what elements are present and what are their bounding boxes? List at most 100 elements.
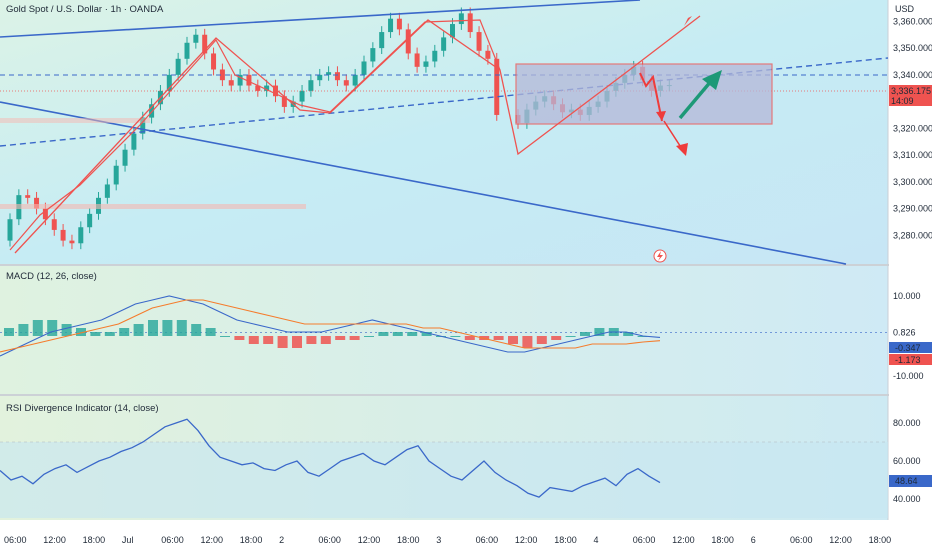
macd-histogram-bar [292, 336, 302, 348]
candle-body [343, 80, 349, 86]
candle-body [334, 72, 340, 81]
macd-badge-signal [889, 354, 932, 365]
price-axis-tick: 3,360.000 [893, 16, 932, 26]
time-axis-tick: 12:00 [43, 535, 66, 545]
macd-histogram-bar [493, 336, 504, 340]
macd-histogram-bar [32, 320, 43, 336]
time-axis-tick: 18:00 [83, 535, 106, 545]
candle-body [467, 13, 473, 33]
candle-body [264, 85, 270, 91]
rsi-group [0, 418, 888, 518]
macd-histogram-bar [594, 328, 605, 336]
candle-body [414, 53, 420, 67]
macd-line [0, 295, 661, 357]
candle-body [388, 18, 394, 33]
macd-axis-tick: 10.000 [893, 291, 921, 301]
candle-body [458, 13, 464, 25]
price-axis-tick: 3,340.000 [893, 70, 932, 80]
candle-body [326, 72, 332, 75]
lightning-icon[interactable] [653, 249, 667, 263]
up-arrow [678, 78, 714, 120]
candle-body [450, 24, 455, 38]
macd-histogram-bar [277, 336, 288, 348]
currency-label[interactable]: USD [895, 4, 915, 14]
macd-histogram-bar [508, 336, 518, 344]
price-axis-tick: 3,350.000 [893, 43, 932, 53]
macd-histogram-bar [162, 320, 173, 336]
time-axis-tick: 12:00 [515, 535, 538, 545]
macd-histogram-bar [320, 336, 331, 344]
macd-histogram-bar [119, 328, 130, 336]
candle-body [494, 58, 500, 115]
price-axis-tick: 3,300.000 [893, 177, 932, 187]
rsi-axis-ticks: 80.000 60.000 40.000 [893, 418, 921, 504]
chart-title: Gold Spot / U.S. Dollar · 1h · OANDA [6, 4, 164, 15]
candle-body [370, 48, 376, 62]
candle-body [60, 229, 66, 241]
zone-band [0, 118, 150, 123]
time-axis-tick: 18:00 [711, 535, 734, 545]
time-axis-tick: 6 [751, 535, 756, 545]
time-axis-tick: 06:00 [790, 535, 813, 545]
time-axis-tick: Jul [122, 535, 134, 545]
zone-band [0, 204, 306, 209]
candle-body [299, 90, 305, 102]
upper-trendline [0, 0, 641, 38]
up-arrow-head [702, 70, 722, 90]
rsi-band [0, 442, 888, 518]
candle-body [175, 58, 181, 75]
candle-body [476, 32, 482, 51]
macd-histogram-bar [47, 320, 58, 336]
macd-histogram-bar [76, 328, 86, 336]
time-axis-ticks: 06:00 12:00 18:00 Jul 06:00 12:00 18:00 2 06:00 1… [4, 535, 891, 545]
time-axis-bg [0, 521, 932, 550]
macd-pane[interactable] [0, 266, 888, 394]
candle-body [51, 219, 57, 230]
price-axis-tick: 3,290.000 [893, 204, 932, 214]
candle-body [193, 34, 199, 43]
macd-histogram-bar [176, 320, 187, 336]
macd-histogram-bar [104, 332, 115, 336]
macd-histogram-bar [364, 336, 374, 337]
candle-body [42, 208, 48, 220]
candle-body [308, 80, 314, 91]
price-axis-tick: 3,280.000 [893, 230, 932, 240]
time-axis-tick: 06:00 [161, 535, 184, 545]
candle-body [379, 32, 385, 49]
macd-axis-ticks: 10.000 0.826 -10.000 [893, 291, 924, 381]
candle-body [228, 80, 234, 86]
macd-badge-signal-text: -1.173 [895, 355, 921, 365]
macd-histogram-bar [220, 336, 230, 337]
candle-body [87, 213, 93, 228]
time-axis-tick: 18:00 [869, 535, 892, 545]
candle-body [166, 74, 172, 91]
macd-histogram-bar [407, 332, 418, 336]
macd-histogram-bar [18, 324, 29, 336]
candle-body [149, 104, 155, 118]
macd-histogram-bar [306, 336, 317, 344]
macd-histogram-bar [263, 336, 274, 344]
time-axis-tick: 06:00 [633, 535, 656, 545]
time-axis-tick: 12:00 [829, 535, 852, 545]
down-arrow [639, 72, 663, 122]
candle-body [317, 74, 323, 81]
time-axis-tick: 06:00 [476, 535, 499, 545]
macd-histogram-bar [90, 332, 101, 336]
time-axis-tick: 18:00 [397, 535, 420, 545]
rsi-badge [889, 475, 932, 487]
time-axis-tick: 2 [279, 535, 284, 545]
price-badge [889, 85, 932, 106]
candle-body [211, 53, 217, 70]
candle-body [219, 69, 225, 81]
macd-histogram-bar [565, 336, 576, 337]
signal-line [0, 299, 661, 353]
macd-histogram-bar [580, 332, 590, 336]
macd-histogram-bar [205, 328, 216, 336]
macd-histogram-bar [4, 328, 14, 336]
rsi-badge-text: 48.64 [895, 476, 918, 486]
time-axis-tick: 12:00 [358, 535, 381, 545]
price-badge-value: 3,336.175 [891, 86, 931, 96]
candle-body [7, 219, 13, 241]
time-axis-tick: 3 [436, 535, 441, 545]
